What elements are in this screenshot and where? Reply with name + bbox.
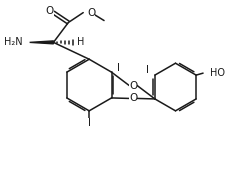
- Text: O: O: [87, 8, 96, 18]
- Text: O: O: [129, 80, 137, 91]
- Polygon shape: [30, 41, 54, 44]
- Text: HO: HO: [210, 68, 225, 78]
- Text: H₂N: H₂N: [4, 37, 23, 47]
- Text: I: I: [88, 118, 91, 128]
- Text: I: I: [146, 65, 150, 75]
- Text: O: O: [129, 93, 137, 103]
- Text: I: I: [117, 63, 120, 73]
- Text: H: H: [77, 37, 85, 47]
- Text: O: O: [45, 6, 54, 16]
